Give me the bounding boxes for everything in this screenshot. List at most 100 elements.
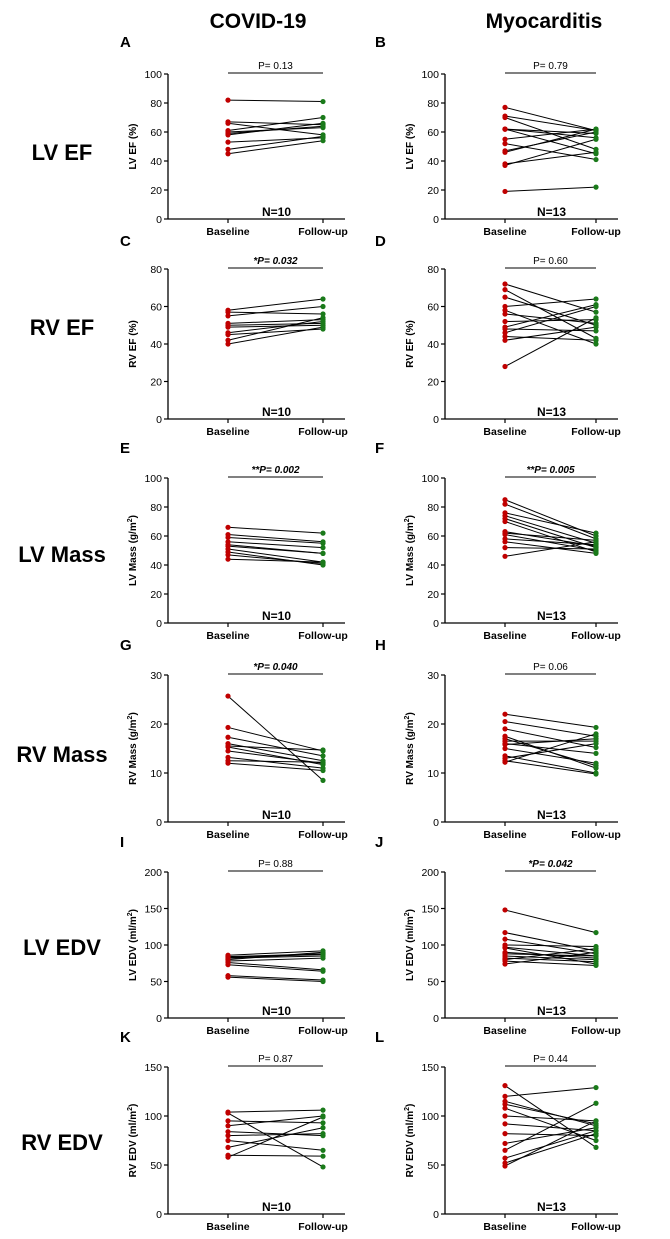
followup-point-a xyxy=(320,120,326,126)
baseline-point-d xyxy=(502,307,508,313)
baseline-point-b xyxy=(502,141,508,147)
y-axis-label-text: LV Mass (g/m xyxy=(128,522,139,586)
x-tick-label-g: Baseline xyxy=(206,829,249,841)
subject-line-f xyxy=(504,541,597,554)
baseline-point-a xyxy=(225,132,231,138)
panel-letter-j: J xyxy=(375,834,383,851)
subject-line-e xyxy=(227,551,324,566)
subject-line-d xyxy=(504,306,597,334)
followup-point-g xyxy=(320,767,326,774)
baseline-point-h xyxy=(502,741,508,748)
y-tick-label-h: 30 xyxy=(427,670,439,682)
y-axis-label-superscript: 2 xyxy=(127,1107,134,1111)
followup-point-j xyxy=(593,962,599,969)
followup-point-i xyxy=(320,978,326,985)
followup-point-c xyxy=(320,311,326,317)
y-axis-label-g: RV Mass (g/m2) xyxy=(127,712,139,785)
followup-point-d xyxy=(593,341,599,347)
n-label-l: N=13 xyxy=(537,1200,566,1214)
baseline-point-f xyxy=(502,529,508,535)
baseline-point-l xyxy=(502,1121,508,1127)
p-value-i: P= 0.88 xyxy=(258,859,293,870)
followup-point-e xyxy=(320,559,326,565)
y-tick-label-l: 150 xyxy=(421,1062,439,1074)
y-tick-label-g: 30 xyxy=(150,670,162,682)
baseline-point-c xyxy=(225,313,231,319)
subject-line-a xyxy=(227,125,324,134)
y-tick-label-e: 80 xyxy=(150,502,162,514)
n-label-e: N=10 xyxy=(262,609,291,623)
baseline-point-f xyxy=(502,545,508,551)
y-tick-label-i: 50 xyxy=(150,976,162,988)
x-tick-label-a: Baseline xyxy=(206,226,249,238)
panel-letter-f: F xyxy=(375,440,384,457)
p-value-a: P= 0.13 xyxy=(258,61,293,72)
y-tick-label-i: 150 xyxy=(144,903,162,915)
y-axis-label-close: ) xyxy=(128,909,139,912)
subject-line-a xyxy=(227,117,324,132)
subject-line-c xyxy=(227,317,324,341)
panel-a: A 0 20 40 60 80 100 Baseline Follow-up LV EF (%) P… xyxy=(120,34,348,238)
baseline-point-b xyxy=(502,114,508,121)
y-tick-label-e: 40 xyxy=(150,560,162,572)
subject-line-g xyxy=(227,736,324,757)
followup-point-e xyxy=(320,540,326,546)
y-tick-label-e: 20 xyxy=(150,589,162,601)
subject-line-g xyxy=(227,750,324,764)
panel-b: B 0 20 40 60 80 100 Baseline Follow-up LV EF (%) P… xyxy=(375,34,621,238)
followup-point-c xyxy=(320,303,326,310)
panel-h: H 0 10 20 30 Baseline Follow-up RV Mass (g/m2) P… xyxy=(375,637,621,841)
panel-letter-a: A xyxy=(120,34,131,51)
y-tick-label-f: 80 xyxy=(427,502,439,514)
baseline-point-c xyxy=(225,330,231,336)
followup-point-b xyxy=(593,184,599,190)
baseline-point-i xyxy=(225,974,231,980)
baseline-point-g xyxy=(225,734,231,740)
subject-line-g xyxy=(227,695,324,781)
subject-line-h xyxy=(504,728,597,749)
followup-point-h xyxy=(593,736,599,742)
followup-point-a xyxy=(320,114,326,121)
p-value-l: P= 0.44 xyxy=(533,1054,568,1065)
y-tick-label-b: 20 xyxy=(427,185,439,197)
followup-point-d xyxy=(593,315,599,321)
baseline-point-e xyxy=(225,534,231,541)
y-axis-label-superscript: 2 xyxy=(127,518,134,522)
x-tick-label-c: Baseline xyxy=(206,426,249,438)
y-tick-label-i: 100 xyxy=(144,940,162,952)
panel-l: L 0 50 100 150 Baseline Follow-up RV EDV (ml/m2… xyxy=(375,1029,621,1233)
subject-line-a xyxy=(227,122,324,136)
followup-point-i xyxy=(320,951,326,958)
followup-point-d xyxy=(593,320,599,326)
subject-line-j xyxy=(504,951,597,965)
baseline-point-k xyxy=(225,1144,231,1150)
baseline-point-j xyxy=(502,907,508,913)
n-label-h: N=13 xyxy=(537,808,566,822)
y-tick-label-g: 20 xyxy=(150,719,162,731)
y-axis-label-close: ) xyxy=(128,712,139,715)
subject-line-d xyxy=(504,326,597,341)
panel-e: E 0 20 40 60 80 100 Baseline Follow-up LV Mass (g… xyxy=(120,440,348,642)
y-tick-label-g: 0 xyxy=(156,817,162,829)
column-title-myocarditis: Myocarditis xyxy=(486,10,603,33)
panel-i: I 0 50 100 150 200 Baseline Follow-up LV EDV (ml… xyxy=(120,834,348,1037)
subject-line-i xyxy=(227,976,324,982)
y-tick-label-k: 150 xyxy=(144,1062,162,1074)
y-tick-label-j: 150 xyxy=(421,903,439,915)
baseline-point-b xyxy=(502,149,508,155)
followup-point-l xyxy=(593,1118,599,1124)
subject-line-d xyxy=(504,296,597,326)
followup-point-k xyxy=(320,1164,326,1170)
followup-point-k xyxy=(320,1153,326,1159)
x-tick-label-b: Follow-up xyxy=(571,226,621,238)
x-tick-label-g: Follow-up xyxy=(298,829,348,841)
followup-point-b xyxy=(593,151,599,157)
y-axis-label-j: LV EDV (ml/m2) xyxy=(404,909,416,981)
y-tick-label-b: 100 xyxy=(421,69,439,81)
y-axis-label-text: LV EDV (ml/m xyxy=(128,916,139,981)
subject-line-h xyxy=(504,738,597,767)
baseline-point-e xyxy=(225,543,231,549)
y-tick-label-f: 40 xyxy=(427,560,439,572)
baseline-point-e xyxy=(225,524,231,530)
y-axis-label-text: RV EF (%) xyxy=(405,320,416,368)
